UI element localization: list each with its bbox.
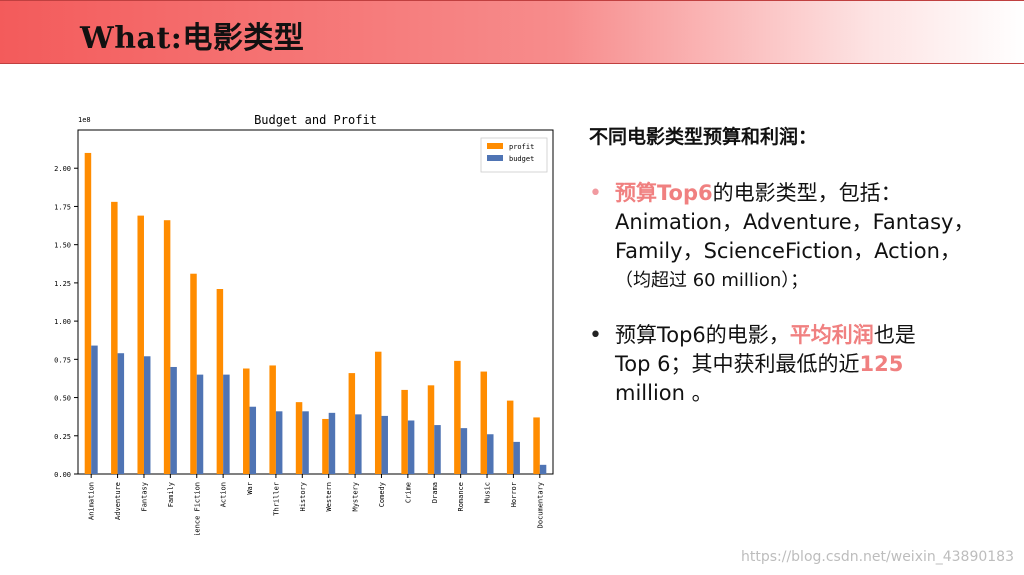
plot-frame bbox=[77, 129, 554, 475]
panel-title: 不同电影类型预算和利润： bbox=[589, 126, 818, 148]
x-tick-label: Fantasy bbox=[140, 482, 148, 512]
legend-label: profit bbox=[509, 143, 534, 151]
text-panel: 不同电影类型预算和利润： • 预算Top6的电影类型，包括： Animation… bbox=[585, 122, 1015, 434]
bullet1-line3: Family，ScienceFiction，Action， bbox=[615, 239, 961, 263]
bar-budget bbox=[460, 428, 468, 474]
bar-profit bbox=[163, 220, 171, 474]
x-tick-label: Animation bbox=[88, 482, 96, 520]
y-tick-label: 1.00 bbox=[54, 318, 71, 326]
bar-profit bbox=[374, 351, 382, 474]
y-tick-label: 0.00 bbox=[54, 471, 71, 479]
bar-profit bbox=[322, 418, 329, 474]
bullet2-line3: million 。 bbox=[615, 381, 713, 405]
y-tick-label: 0.75 bbox=[54, 356, 71, 364]
slide-title: What:电影类型 bbox=[80, 21, 305, 56]
bar-profit bbox=[427, 385, 435, 474]
bar-profit bbox=[190, 273, 197, 474]
bullet1-line4: （均超过 60 million）； bbox=[615, 270, 809, 291]
header-bar: What:电影类型 bbox=[0, 0, 1024, 64]
x-tick-label: Adventure bbox=[114, 482, 122, 520]
x-tick-label: Family bbox=[167, 482, 175, 507]
bar-profit bbox=[111, 201, 118, 474]
highlight-budget-top6: 预算Top6 bbox=[615, 181, 713, 205]
bar-profit bbox=[243, 368, 250, 474]
bullet-dot-icon: • bbox=[589, 323, 602, 348]
bar-budget bbox=[91, 345, 98, 474]
legend-swatch bbox=[487, 143, 503, 149]
x-tick-label: Romance bbox=[457, 482, 465, 512]
bar-budget bbox=[487, 434, 494, 474]
bullet1-text: 的电影类型，包括： bbox=[712, 181, 902, 205]
bar-profit bbox=[506, 400, 514, 474]
bar-budget bbox=[196, 374, 204, 474]
bar-budget bbox=[223, 374, 230, 474]
bar-profit bbox=[84, 152, 92, 474]
x-tick-label: Action bbox=[220, 482, 228, 507]
bullet-dot-icon: • bbox=[589, 181, 602, 206]
bar-budget bbox=[407, 420, 415, 474]
bar-budget bbox=[381, 415, 388, 474]
bullet1-line2: Animation，Adventure，Fantasy， bbox=[615, 210, 975, 234]
x-tick-label: History bbox=[299, 482, 307, 512]
y-tick-label: 2.00 bbox=[54, 165, 71, 173]
bar-profit bbox=[533, 417, 540, 474]
bar-budget bbox=[143, 356, 151, 474]
budget-profit-chart: Budget and Profit 1e8 0.00 0.25 0.50 0.75 1.00… bbox=[54, 113, 554, 535]
bullet2-pre: 预算Top6的电影， bbox=[615, 323, 790, 347]
legend-swatch bbox=[487, 155, 503, 161]
bullet2-line2: Top 6；其中获利最低的近 bbox=[615, 352, 860, 376]
bar-budget bbox=[434, 425, 441, 474]
bar-budget bbox=[275, 411, 283, 474]
bar-budget bbox=[302, 411, 309, 474]
y-tick-label: 0.50 bbox=[54, 395, 71, 403]
x-tick-label: Mystery bbox=[352, 482, 360, 512]
highlight-avg-profit: 平均利润 bbox=[789, 323, 874, 347]
bar-budget bbox=[170, 366, 177, 474]
y-tick-label: 1.25 bbox=[54, 280, 71, 288]
bar-profit bbox=[137, 215, 144, 474]
x-tick-label: Crime bbox=[404, 482, 412, 503]
bullet-top6-genres: • 预算Top6的电影类型，包括： Animation，Adventure，Fa… bbox=[585, 179, 1015, 295]
x-tick-label: Music bbox=[484, 482, 492, 503]
x-tick-label: Horror bbox=[510, 482, 518, 507]
bar-budget bbox=[249, 406, 257, 474]
x-tick-label: Western bbox=[325, 482, 333, 512]
bar-budget bbox=[328, 412, 336, 474]
bar-profit bbox=[216, 289, 224, 474]
bar-profit bbox=[295, 402, 303, 474]
bar-budget bbox=[513, 441, 520, 474]
bar-budget bbox=[539, 464, 547, 474]
chart-title: Budget and Profit bbox=[254, 113, 377, 127]
y-tick-label: 1.75 bbox=[54, 203, 71, 211]
bar-profit bbox=[480, 371, 488, 474]
bar-profit bbox=[454, 360, 461, 474]
legend-label: budget bbox=[509, 155, 534, 163]
y-tick-label: 1.50 bbox=[54, 242, 71, 250]
highlight-125: 125 bbox=[859, 352, 904, 376]
bar-budget bbox=[355, 414, 362, 474]
watermark: https://blog.csdn.net/weixin_43890183 bbox=[740, 549, 1014, 565]
x-tick-label: Science Fiction bbox=[193, 482, 201, 535]
x-tick-label: Documentary bbox=[536, 482, 544, 528]
y-tick-label: 0.25 bbox=[54, 433, 71, 441]
bar-profit bbox=[269, 365, 276, 474]
bar-budget bbox=[117, 353, 125, 474]
bar-profit bbox=[348, 373, 356, 474]
x-tick-label: Drama bbox=[431, 482, 439, 503]
y-scale-label: 1e8 bbox=[78, 116, 91, 124]
bullet-avg-profit: • 预算Top6的电影，平均利润也是 Top 6；其中获利最低的近125 mil… bbox=[585, 321, 1015, 408]
x-tick-label: Comedy bbox=[378, 482, 386, 507]
bar-profit bbox=[401, 389, 408, 474]
x-tick-label: War bbox=[246, 482, 254, 495]
x-tick-label: Thriller bbox=[272, 482, 280, 516]
bullet2-post: 也是 bbox=[873, 323, 916, 347]
